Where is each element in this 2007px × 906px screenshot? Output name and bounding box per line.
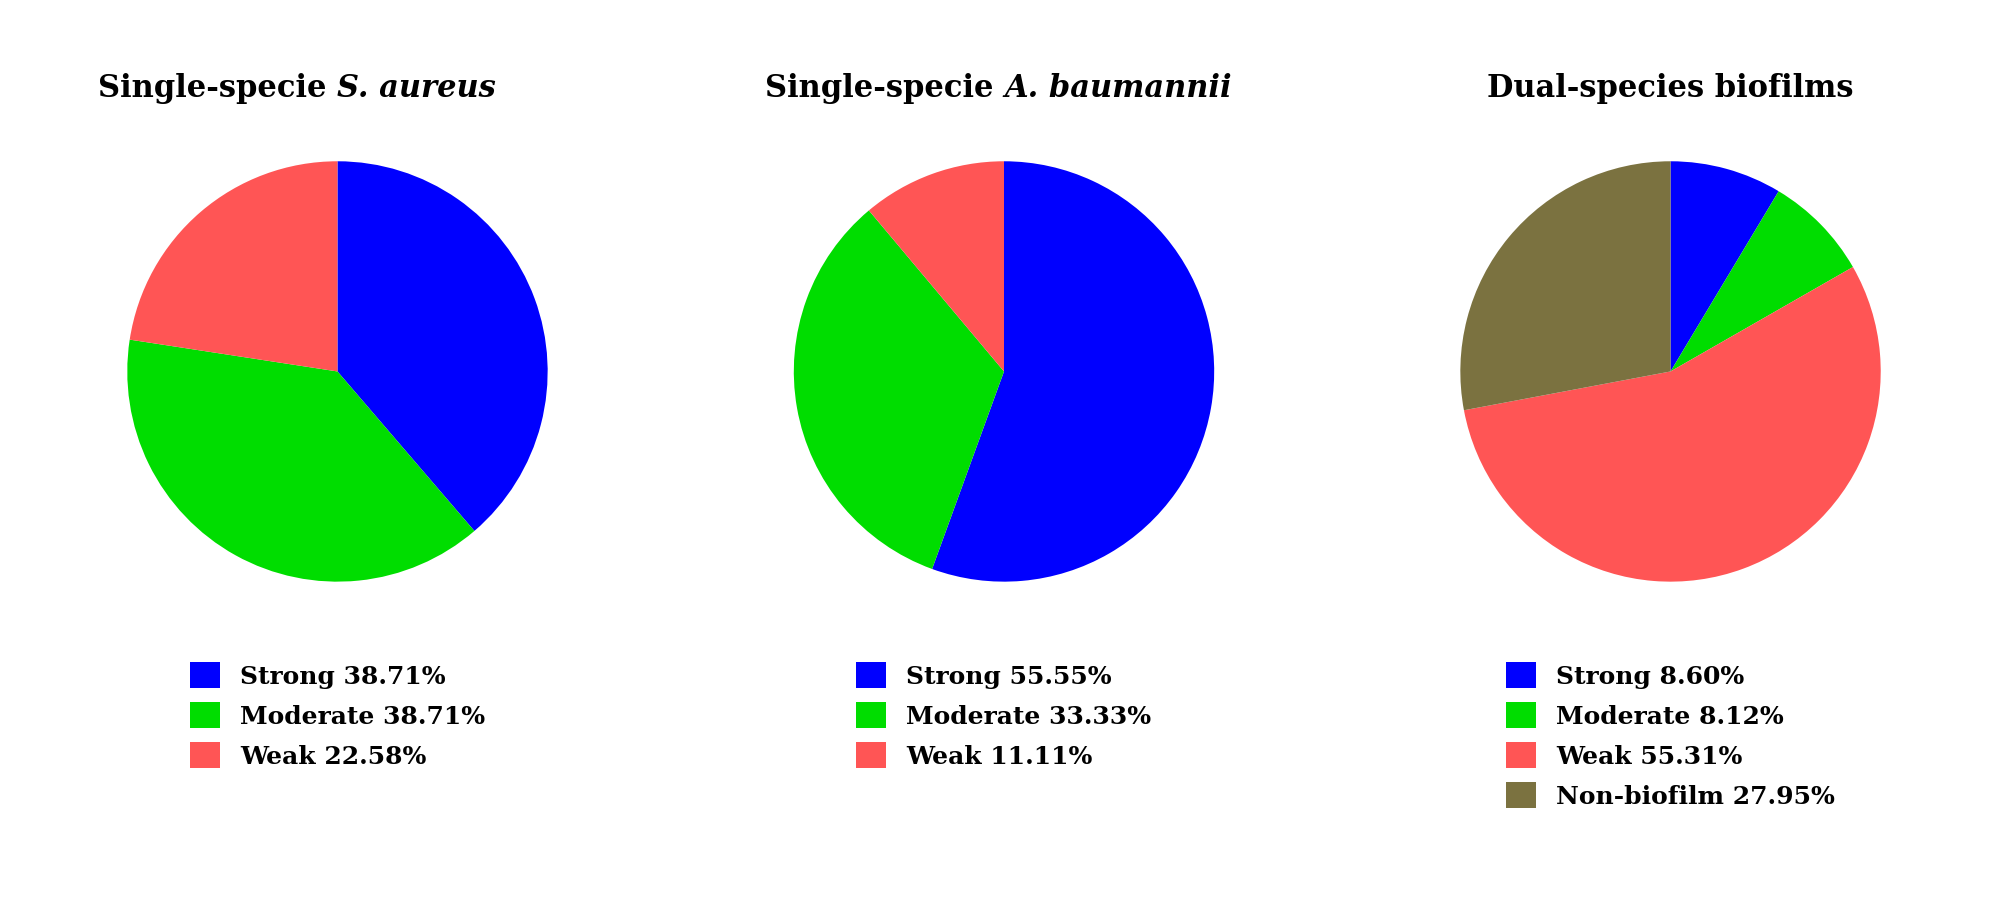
Text: Dual-species biofilms: Dual-species biofilms: [1487, 73, 1852, 104]
Wedge shape: [1459, 161, 1670, 410]
Legend: Strong 8.60%, Moderate 8.12%, Weak 55.31%, Non-biofilm 27.95%: Strong 8.60%, Moderate 8.12%, Weak 55.31…: [1505, 662, 1834, 809]
Text: Single-specie: Single-specie: [765, 73, 1004, 104]
Text: Single-specie: Single-specie: [98, 73, 337, 104]
Wedge shape: [126, 340, 474, 582]
Text: A. baumannii: A. baumannii: [1004, 73, 1230, 104]
Wedge shape: [1670, 191, 1852, 371]
Wedge shape: [793, 210, 1004, 569]
Legend: Strong 55.55%, Moderate 33.33%, Weak 11.11%: Strong 55.55%, Moderate 33.33%, Weak 11.…: [857, 662, 1150, 768]
Wedge shape: [931, 161, 1214, 582]
Wedge shape: [1463, 267, 1881, 582]
Wedge shape: [1670, 161, 1778, 371]
Wedge shape: [869, 161, 1004, 371]
Wedge shape: [130, 161, 337, 371]
Wedge shape: [337, 161, 548, 531]
Text: S. aureus: S. aureus: [337, 73, 496, 104]
Legend: Strong 38.71%, Moderate 38.71%, Weak 22.58%: Strong 38.71%, Moderate 38.71%, Weak 22.…: [191, 662, 486, 768]
